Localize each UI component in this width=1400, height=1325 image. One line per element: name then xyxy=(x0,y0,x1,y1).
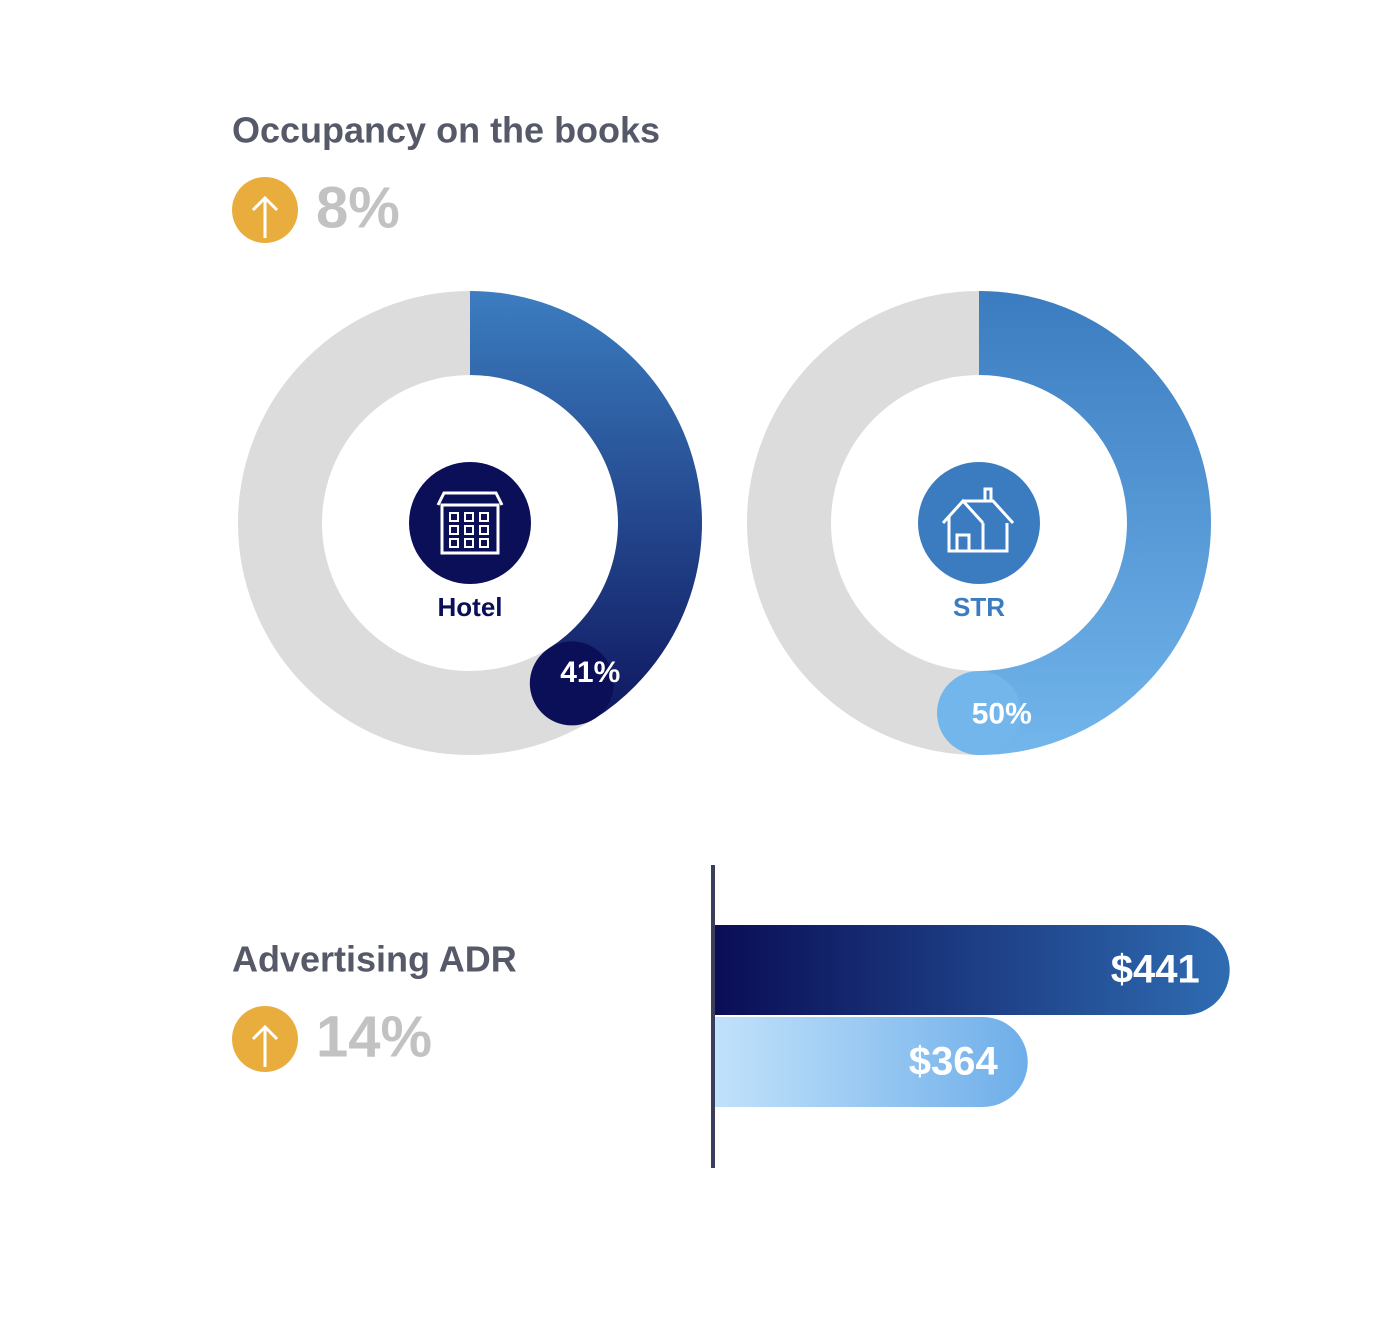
value-label: 50% xyxy=(972,698,1032,731)
hotel-icon xyxy=(436,491,504,555)
bar xyxy=(713,1017,1028,1107)
donut-arc xyxy=(978,291,1211,755)
hotel-window xyxy=(449,538,459,548)
hotel-window xyxy=(449,525,459,535)
hotel-window xyxy=(479,538,489,548)
bar xyxy=(713,925,1230,1015)
icon-badge xyxy=(409,462,531,584)
icon-badge xyxy=(918,462,1040,584)
change-value: 14% xyxy=(316,1004,432,1069)
section-title: Advertising ADR xyxy=(232,939,517,980)
section-title: Occupancy on the books xyxy=(232,110,660,151)
category-label: Hotel xyxy=(438,592,503,622)
hotel-window xyxy=(464,512,474,522)
hotel-window xyxy=(449,512,459,522)
donut-arc xyxy=(469,291,702,719)
hotel-window xyxy=(464,525,474,535)
value-label: 41% xyxy=(560,656,620,689)
category-label: STR xyxy=(953,592,1005,622)
hotel-window xyxy=(464,538,474,548)
house-icon xyxy=(941,487,1015,553)
change-value: 8% xyxy=(316,175,400,240)
up-arrow xyxy=(251,1024,279,1067)
hotel-window xyxy=(479,525,489,535)
donut-arc-cap xyxy=(937,671,1021,755)
hotel-window xyxy=(479,512,489,522)
donut-arc-cap xyxy=(529,641,614,726)
value-label: $441 xyxy=(1111,948,1200,992)
up-arrow xyxy=(251,195,279,238)
value-label: $364 xyxy=(909,1040,999,1084)
